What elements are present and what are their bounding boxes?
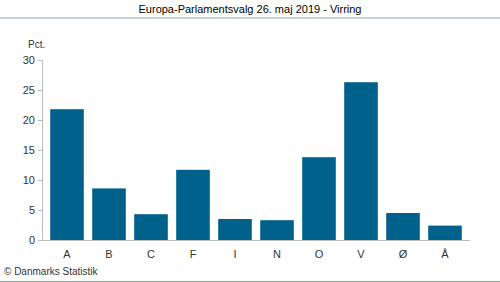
bar: [92, 188, 126, 240]
y-tick: 10: [23, 174, 42, 186]
y-tick-label: 25: [23, 84, 35, 96]
x-tick-label: I: [233, 248, 236, 260]
x-tick-label: C: [147, 248, 155, 260]
y-tick-mark: [38, 180, 42, 181]
x-tick: F: [190, 240, 197, 260]
y-tick: 30: [23, 54, 42, 66]
x-tick-label: O: [315, 248, 324, 260]
x-tick: B: [105, 240, 112, 260]
x-tick-label: F: [190, 248, 197, 260]
bar: [302, 157, 336, 240]
x-tick: V: [357, 240, 365, 260]
x-axis: ABCFINOVØÅ: [42, 240, 470, 260]
y-tick-label: 20: [23, 114, 35, 126]
y-tick-mark: [38, 90, 42, 91]
bar: [176, 170, 210, 240]
x-tick-label: A: [63, 248, 71, 260]
title: Europa-Parlamentsvalg 26. maj 2019 - Vir…: [139, 3, 362, 15]
bottom-rule: [0, 281, 500, 282]
x-tick-label: B: [105, 248, 112, 260]
y-tick: 20: [23, 114, 42, 126]
x-tick: A: [63, 240, 71, 260]
bar: [50, 109, 84, 240]
y-axis: 0 5 10 15 20 25 30: [23, 54, 43, 246]
bar: [344, 82, 378, 240]
y-tick: 15: [23, 144, 42, 156]
title-rule: [0, 18, 500, 19]
bars: [50, 82, 462, 240]
y-tick-label: 0: [29, 234, 35, 246]
bar: [218, 219, 252, 240]
y-tick: 25: [23, 84, 42, 96]
x-tick: I: [233, 240, 236, 260]
bar: [386, 213, 420, 240]
y-tick-mark: [38, 210, 42, 211]
y-tick-label: 5: [29, 204, 35, 216]
y-tick-mark: [38, 60, 42, 61]
x-tick: Å: [441, 240, 449, 260]
x-axis-line: [42, 240, 470, 241]
source: © Danmarks Statistik: [4, 266, 99, 277]
x-tick-label: Ø: [399, 248, 408, 260]
y-tick-label: 15: [23, 144, 35, 156]
y-tick-mark: [38, 240, 42, 241]
bar: [428, 226, 462, 240]
y-tick: 0: [29, 234, 42, 246]
x-tick: O: [315, 240, 324, 260]
y-tick: 5: [29, 204, 42, 216]
bar: [134, 214, 168, 240]
x-tick-label: N: [273, 248, 281, 260]
x-tick: Ø: [399, 240, 408, 260]
y-axis-line: [38, 61, 43, 241]
y-tick-label: 30: [23, 54, 35, 66]
x-tick-label: Å: [441, 248, 449, 260]
y-tick-mark: [38, 120, 42, 121]
x-tick: N: [273, 240, 281, 260]
y-tick-label: 10: [23, 174, 35, 186]
x-tick-label: V: [357, 248, 365, 260]
y-axis-title: Pct.: [28, 39, 45, 50]
bar: [260, 220, 294, 240]
x-tick: C: [147, 240, 155, 260]
chart: Europa-Parlamentsvalg 26. maj 2019 - Vir…: [0, 0, 500, 282]
y-tick-mark: [38, 150, 42, 151]
